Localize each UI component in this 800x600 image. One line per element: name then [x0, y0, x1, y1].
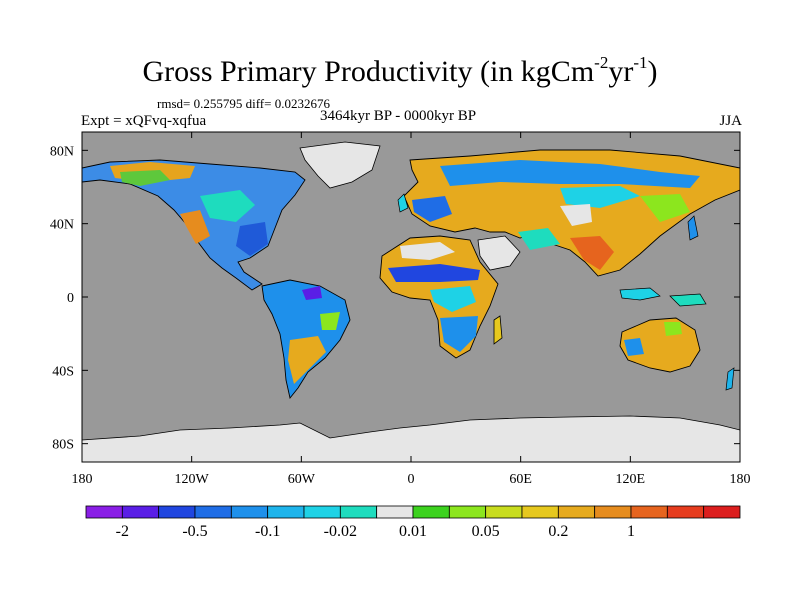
africa-south-blue: [440, 316, 478, 352]
colorbar-label: 1: [627, 523, 635, 540]
colorbar-bin: [267, 505, 305, 519]
stats-line: rmsd= 0.255795 diff= 0.0232676: [157, 96, 330, 111]
africa-equatorial-cyan: [430, 286, 476, 312]
latitude-axis: 80N 40N 0 40S 80S: [50, 144, 740, 453]
south-america-south-orange: [288, 336, 326, 384]
australia-north-green: [664, 322, 682, 336]
indonesia: [619, 287, 661, 301]
africa-sahara-ice: [400, 242, 455, 260]
lon-tick-label: 60E: [509, 472, 532, 487]
japan: [687, 215, 699, 241]
colorbar-bin: [339, 505, 378, 519]
colorbar-bin: [158, 505, 196, 519]
lon-tick-label: 120E: [616, 472, 646, 487]
south-america-amazon-purple: [302, 286, 322, 300]
colorbar-label: 0.05: [472, 523, 500, 540]
great-britain: [397, 193, 409, 213]
period-label: 3464kyr BP - 0000kyr BP: [320, 108, 477, 124]
colorbar-bin: [85, 505, 123, 519]
colorbar-bin: [521, 505, 559, 519]
madagascar: [493, 315, 503, 345]
north-america-alaska-green: [120, 170, 170, 186]
eurasia-siberia-cyan: [560, 186, 640, 208]
greenland-ice: [299, 141, 381, 189]
colorbar-bin: [194, 505, 232, 519]
colorbar-label: 0.01: [399, 523, 427, 540]
colorbar-bin: [557, 505, 596, 519]
colorbar-bin: [594, 505, 632, 519]
colorbar-label: -0.02: [324, 523, 357, 540]
africa-sahel-blue: [388, 264, 480, 282]
arabia: [477, 235, 521, 271]
colorbar-bin: [121, 505, 160, 519]
colorbar-bin: [303, 505, 341, 519]
lat-tick-label: 80N: [50, 144, 74, 159]
lat-tick-label: 0: [67, 291, 74, 306]
north-america-central-cyan: [200, 190, 255, 222]
colorbar-label: -0.5: [182, 523, 207, 540]
colorbar-bin: [666, 505, 705, 519]
plot-title: Gross Primary Productivity (in kgCm-2yr-…: [142, 53, 658, 88]
australia-west-blue: [624, 338, 644, 356]
antarctica-ice: [82, 415, 740, 462]
lat-tick-label: 80S: [52, 438, 74, 453]
lon-tick-label: 180: [72, 472, 93, 487]
lon-tick-label: 180: [730, 472, 751, 487]
colorbar-bin: [412, 505, 450, 519]
eurasia-central-cyan: [518, 228, 560, 250]
colorbar-bin: [703, 505, 741, 519]
longitude-axis: 180 120W 60W 0 60E 120E 180: [72, 132, 751, 487]
colorbar-label: -0.1: [255, 523, 280, 540]
lat-tick-label: 40N: [50, 218, 74, 233]
colorbar: -2 -0.5 -0.1 -0.02 0.01 0.05 0.2 1: [85, 505, 741, 540]
colorbar-bin: [448, 505, 487, 519]
new-zealand: [725, 367, 735, 391]
north-america-east-blue: [236, 222, 268, 256]
eurasia-tibet-ice: [560, 204, 592, 226]
colorbar-bin: [630, 505, 668, 519]
colorbar-bin: [376, 505, 414, 519]
colorbar-bin: [485, 505, 523, 519]
eurasia-india-orange: [570, 236, 614, 270]
eurasia-europe-blue: [412, 196, 452, 222]
north-america-west-orange: [180, 210, 210, 244]
lon-tick-label: 60W: [288, 472, 316, 487]
eurasia-north-blue: [440, 160, 700, 188]
south-america-east-green: [320, 312, 340, 330]
colorbar-label: 0.2: [548, 523, 568, 540]
lon-tick-label: 120W: [175, 472, 210, 487]
lon-tick-label: 0: [408, 472, 415, 487]
colorbar-label: -2: [116, 523, 129, 540]
lat-tick-label: 40S: [52, 364, 74, 379]
eurasia-east-green: [640, 194, 690, 222]
experiment-label: Expt = xQFvq-xqfua: [81, 113, 207, 129]
season-label: JJA: [719, 113, 742, 129]
new-guinea: [669, 293, 707, 307]
colorbar-bin: [230, 505, 269, 519]
